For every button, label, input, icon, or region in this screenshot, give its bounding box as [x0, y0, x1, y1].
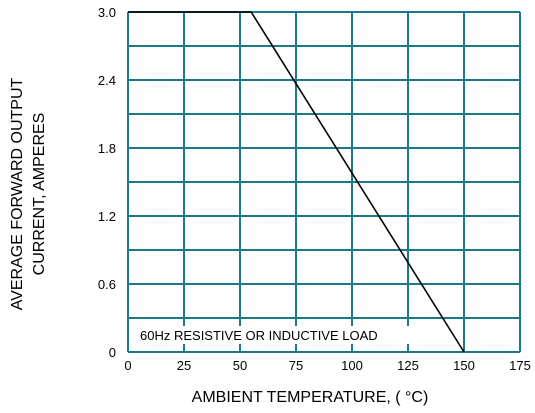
annotation-background — [136, 326, 436, 344]
x-axis-title: AMBIENT TEMPERATURE, ( °C) — [192, 389, 429, 406]
series-layer — [128, 11, 465, 353]
y-tick-label-0: 0 — [109, 345, 116, 360]
y-axis-title-line-1: AVERAGE FORWARD OUTPUT — [9, 77, 26, 310]
x-tick-label-6: 150 — [453, 358, 475, 373]
y-tick-label-2: 1.2 — [98, 209, 116, 224]
x-tick-label-1: 25 — [177, 358, 191, 373]
tick-labels: 0 25 50 75 100 125 150 175 0 0.6 1.2 1.8 2.4 3.0 — [98, 5, 531, 373]
series-line-0 — [128, 11, 465, 353]
x-tick-label-7: 175 — [509, 358, 531, 373]
grid — [127, 11, 521, 353]
y-axis-title-line-2: CURRENT, AMPERES — [31, 113, 48, 276]
x-tick-label-2: 50 — [233, 358, 247, 373]
y-tick-label-3: 1.8 — [98, 141, 116, 156]
y-tick-label-4: 2.4 — [98, 73, 116, 88]
y-tick-label-5: 3.0 — [98, 5, 116, 20]
x-tick-label-4: 100 — [341, 358, 363, 373]
y-tick-label-1: 0.6 — [98, 277, 116, 292]
x-tick-label-3: 75 — [289, 358, 303, 373]
annotation-label: 60Hz RESISTIVE OR INDUCTIVE LOAD — [140, 328, 378, 343]
x-tick-label-5: 125 — [397, 358, 419, 373]
x-tick-label-0: 0 — [124, 358, 131, 373]
